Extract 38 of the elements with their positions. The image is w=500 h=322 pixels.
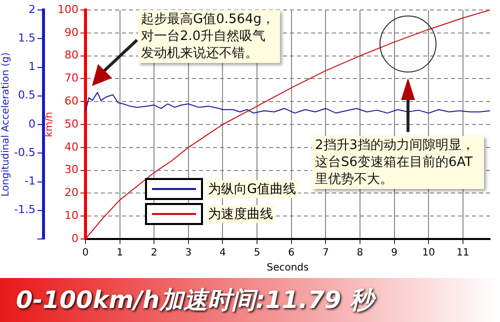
- y-tick-label: -1: [24, 174, 36, 188]
- y-tick-label: 1: [28, 60, 36, 74]
- y2-tick-label: 50: [64, 117, 78, 130]
- y2-tick-label: 80: [64, 48, 78, 62]
- legend-label: 为纵向G值曲线: [206, 180, 298, 198]
- x-axis-title: Seconds: [266, 262, 309, 274]
- y-tick-label: -1.5: [14, 203, 36, 216]
- x-tick-label: 1: [116, 248, 123, 259]
- y2-tick-label: 20: [64, 186, 78, 200]
- annotation: 2挡升3挡的动力间隙明显，这台S6变速箱在目前的6AT里优势不大。: [312, 136, 484, 189]
- y-tick-label: 0: [28, 117, 36, 130]
- x-tick-label: 8: [356, 248, 364, 259]
- y-tick-label: 2: [28, 2, 36, 16]
- legend-label: 为速度曲线: [206, 205, 275, 223]
- y2-tick-label: 0: [71, 232, 78, 245]
- y2-tick-label: 60: [64, 94, 78, 108]
- x-tick-label: 5: [254, 248, 260, 259]
- x-tick-label: 7: [322, 248, 329, 259]
- y2-tick-label: 70: [64, 72, 78, 85]
- y2-tick-label: 100: [57, 2, 78, 16]
- x-tick-label: 10: [422, 248, 435, 259]
- y2-tick-label: 40: [64, 140, 78, 154]
- x-tick-label: 11: [456, 248, 470, 259]
- y-axis-title: Longitudinal Acceleration (g): [0, 52, 12, 197]
- annotation: 起步最高G值0.564g，对一台2.0升自然吸气发动机来说还不错。: [138, 10, 280, 63]
- y2-tick-label: 30: [64, 163, 78, 176]
- x-tick-label: 0: [82, 248, 89, 259]
- x-tick-label: 6: [288, 248, 295, 259]
- y2-tick-label: 90: [64, 26, 78, 39]
- y-tick-label: -0.5: [14, 146, 36, 159]
- x-tick-label: 3: [185, 248, 192, 259]
- y2-tick-label: 10: [64, 208, 78, 222]
- y-tick-label: 1.5: [18, 31, 36, 44]
- y-tick-label: 0.5: [18, 88, 36, 102]
- y2-axis-title: km/h: [44, 112, 56, 138]
- x-tick-label: 2: [150, 248, 158, 259]
- x-tick-label: 4: [220, 248, 226, 259]
- x-tick-label: 9: [391, 248, 398, 259]
